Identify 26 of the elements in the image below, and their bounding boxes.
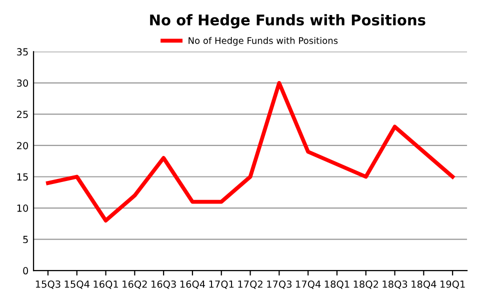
x-tick-label: 17Q4: [296, 280, 321, 289]
y-tick-label: 0: [23, 267, 28, 274]
y-tick-label: 10: [17, 204, 28, 212]
y-tick-label: 35: [17, 48, 28, 56]
x-tick-label: 18Q4: [412, 280, 436, 289]
y-tick-label: 15: [17, 173, 28, 181]
x-tick-label: 18Q3: [382, 280, 408, 289]
x-tick-label: 18Q1: [324, 280, 350, 289]
x-tick-label: 18Q2: [354, 280, 378, 289]
y-tick-label: 20: [17, 142, 28, 150]
x-tick-label: 16Q2: [122, 280, 147, 289]
chart-title: No of Hedge Funds with Positions: [150, 14, 426, 28]
x-tick-label: 17Q2: [238, 280, 262, 289]
x-tick-label: 19Q1: [440, 280, 465, 289]
x-tick-label: 15Q4: [64, 280, 90, 289]
y-tick-label: 25: [17, 110, 28, 118]
x-tick-label: 16Q1: [94, 280, 118, 289]
y-tick-label: 5: [23, 236, 28, 244]
x-tick-label: 16Q4: [180, 280, 206, 289]
line-series: [46, 81, 455, 222]
x-tick-label: 17Q3: [267, 280, 292, 289]
x-tick-label: 17Q1: [209, 280, 234, 289]
legend-label: No of Hedge Funds with Positions: [188, 37, 338, 46]
x-tick-label: 15Q3: [36, 280, 60, 289]
x-tick-label: 16Q3: [152, 280, 176, 289]
y-tick-label: 30: [17, 79, 28, 87]
